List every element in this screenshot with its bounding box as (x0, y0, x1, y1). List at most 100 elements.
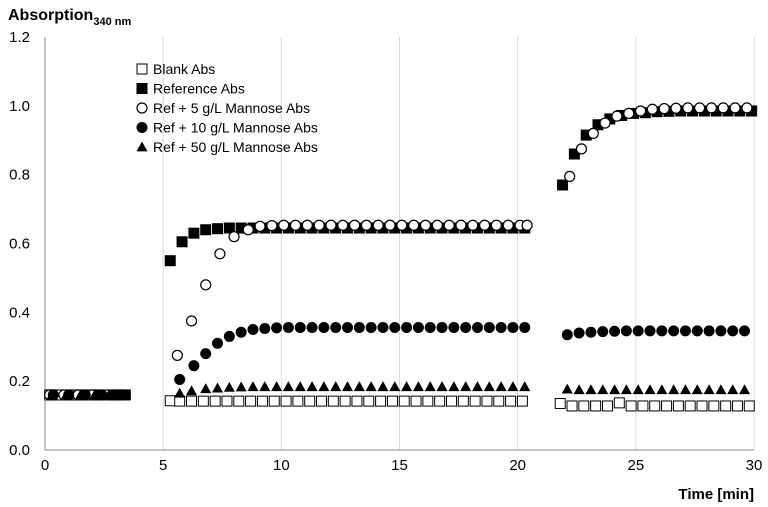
data-point (200, 383, 212, 394)
data-point (353, 321, 365, 333)
data-point (507, 321, 519, 333)
data-point (625, 400, 637, 412)
data-point (668, 384, 680, 395)
legend-marker (136, 141, 148, 152)
legend-item: Ref + 10 g/L Mannose Abs (136, 120, 318, 136)
data-point (304, 395, 316, 407)
legend-marker (136, 122, 148, 133)
data-point (294, 321, 306, 333)
data-point (313, 219, 325, 231)
data-point (306, 381, 318, 392)
data-point (365, 321, 377, 333)
data-point (684, 400, 696, 412)
y-tick-label: 0.0 (9, 442, 30, 459)
data-point (214, 248, 226, 260)
data-point (164, 255, 176, 267)
data-point (601, 400, 613, 412)
data-point (117, 389, 129, 400)
y-tick-label: 0.8 (9, 167, 30, 184)
y-tick-label: 0.6 (9, 236, 30, 253)
data-point (188, 360, 200, 372)
data-point (575, 143, 588, 155)
data-point (658, 102, 670, 115)
data-point (483, 381, 495, 392)
data-point (200, 348, 212, 360)
data-point (200, 279, 212, 291)
data-point (386, 395, 398, 407)
data-point (460, 321, 472, 333)
data-point (495, 321, 507, 333)
data-point (174, 387, 186, 398)
data-point (708, 400, 720, 412)
data-point (611, 110, 623, 122)
data-point (634, 105, 647, 117)
legend-label: Ref + 50 g/L Mannose Abs (153, 139, 318, 155)
y-axis-label-subscript: 340 nm (93, 16, 131, 28)
data-point (443, 219, 455, 231)
data-point (301, 219, 313, 231)
data-point (554, 398, 566, 410)
data-point (620, 325, 632, 337)
data-point (212, 382, 224, 393)
data-point (507, 381, 519, 392)
x-tick-label: 30 (746, 457, 763, 474)
data-point (419, 219, 432, 231)
y-tick-label: 1.0 (9, 98, 30, 115)
data-point (289, 219, 302, 231)
data-point (325, 219, 337, 231)
data-point (377, 321, 389, 333)
data-point (741, 102, 753, 114)
data-point (327, 395, 339, 407)
data-point (609, 325, 621, 337)
data-point (235, 381, 247, 392)
data-point (490, 219, 502, 231)
data-point (412, 321, 424, 333)
data-point (445, 395, 457, 407)
data-point (696, 400, 708, 412)
x-tick-label: 25 (627, 457, 644, 474)
data-point (278, 219, 290, 231)
data-point (516, 395, 528, 407)
legend-marker (136, 83, 148, 94)
data-point (502, 219, 514, 231)
data-point (585, 326, 597, 338)
data-point (212, 223, 224, 235)
data-point (384, 219, 396, 231)
data-point (176, 236, 188, 248)
data-point (561, 383, 573, 394)
data-point (228, 231, 240, 243)
data-point (637, 400, 649, 412)
data-point (505, 395, 517, 407)
data-point (519, 321, 531, 333)
data-point (235, 326, 247, 338)
y-axis-label-main: Absorption (8, 7, 93, 24)
data-point (590, 400, 602, 412)
data-point (682, 102, 694, 114)
data-point (46, 389, 58, 400)
data-point (448, 321, 460, 333)
data-point (578, 400, 590, 412)
data-point (271, 381, 283, 392)
data-point (186, 395, 198, 407)
data-point (609, 384, 621, 395)
x-tick-label: 20 (509, 457, 526, 474)
data-point (672, 400, 684, 412)
data-point (483, 321, 495, 333)
data-point (705, 102, 718, 114)
x-axis-label: Time [min] (678, 486, 754, 503)
data-point (731, 400, 743, 412)
x-tick-label: 15 (391, 457, 408, 474)
data-point (330, 381, 342, 392)
data-point (74, 389, 86, 400)
data-point (247, 381, 259, 392)
data-point (401, 321, 413, 333)
y-axis-label: Absorption340 nm (8, 7, 131, 28)
data-point (254, 220, 266, 232)
data-point (668, 325, 680, 337)
legend-item: Ref + 5 g/L Mannose Abs (136, 100, 310, 116)
data-point (597, 384, 609, 395)
x-tick-labels: 0 5 10 15 20 25 30 (41, 457, 763, 474)
data-point (620, 384, 632, 395)
